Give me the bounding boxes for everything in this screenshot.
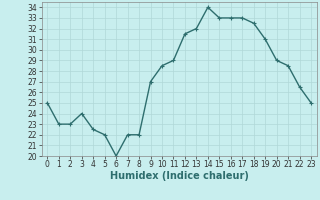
X-axis label: Humidex (Indice chaleur): Humidex (Indice chaleur): [110, 171, 249, 181]
